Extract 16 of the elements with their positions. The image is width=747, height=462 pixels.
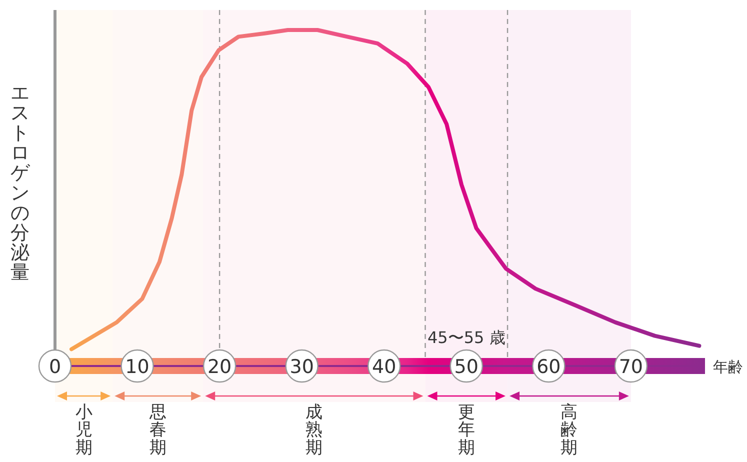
x-tick-label: 0 [48, 356, 62, 378]
x-tick-label: 30 [290, 356, 314, 378]
annotation: 45〜55 歳 [427, 328, 506, 347]
band-label: 成熟期 [306, 402, 323, 458]
x-tick-label: 40 [372, 356, 396, 378]
text: エストロゲンの分泌量 [10, 82, 30, 284]
x-axis-title: 年齢 [713, 358, 743, 376]
x-tick-label: 50 [454, 356, 478, 378]
band-label: 高齢期 [560, 402, 578, 458]
x-tick-label: 70 [618, 356, 644, 378]
x-tick-label: 20 [207, 356, 232, 378]
x-tick-label: 10 [125, 356, 150, 378]
legend-label: 更年期 [458, 402, 475, 458]
legend-label: 小児期 [75, 402, 92, 458]
legend-label: 思春期 [148, 402, 166, 458]
x-tick-label: 60 [536, 356, 561, 378]
